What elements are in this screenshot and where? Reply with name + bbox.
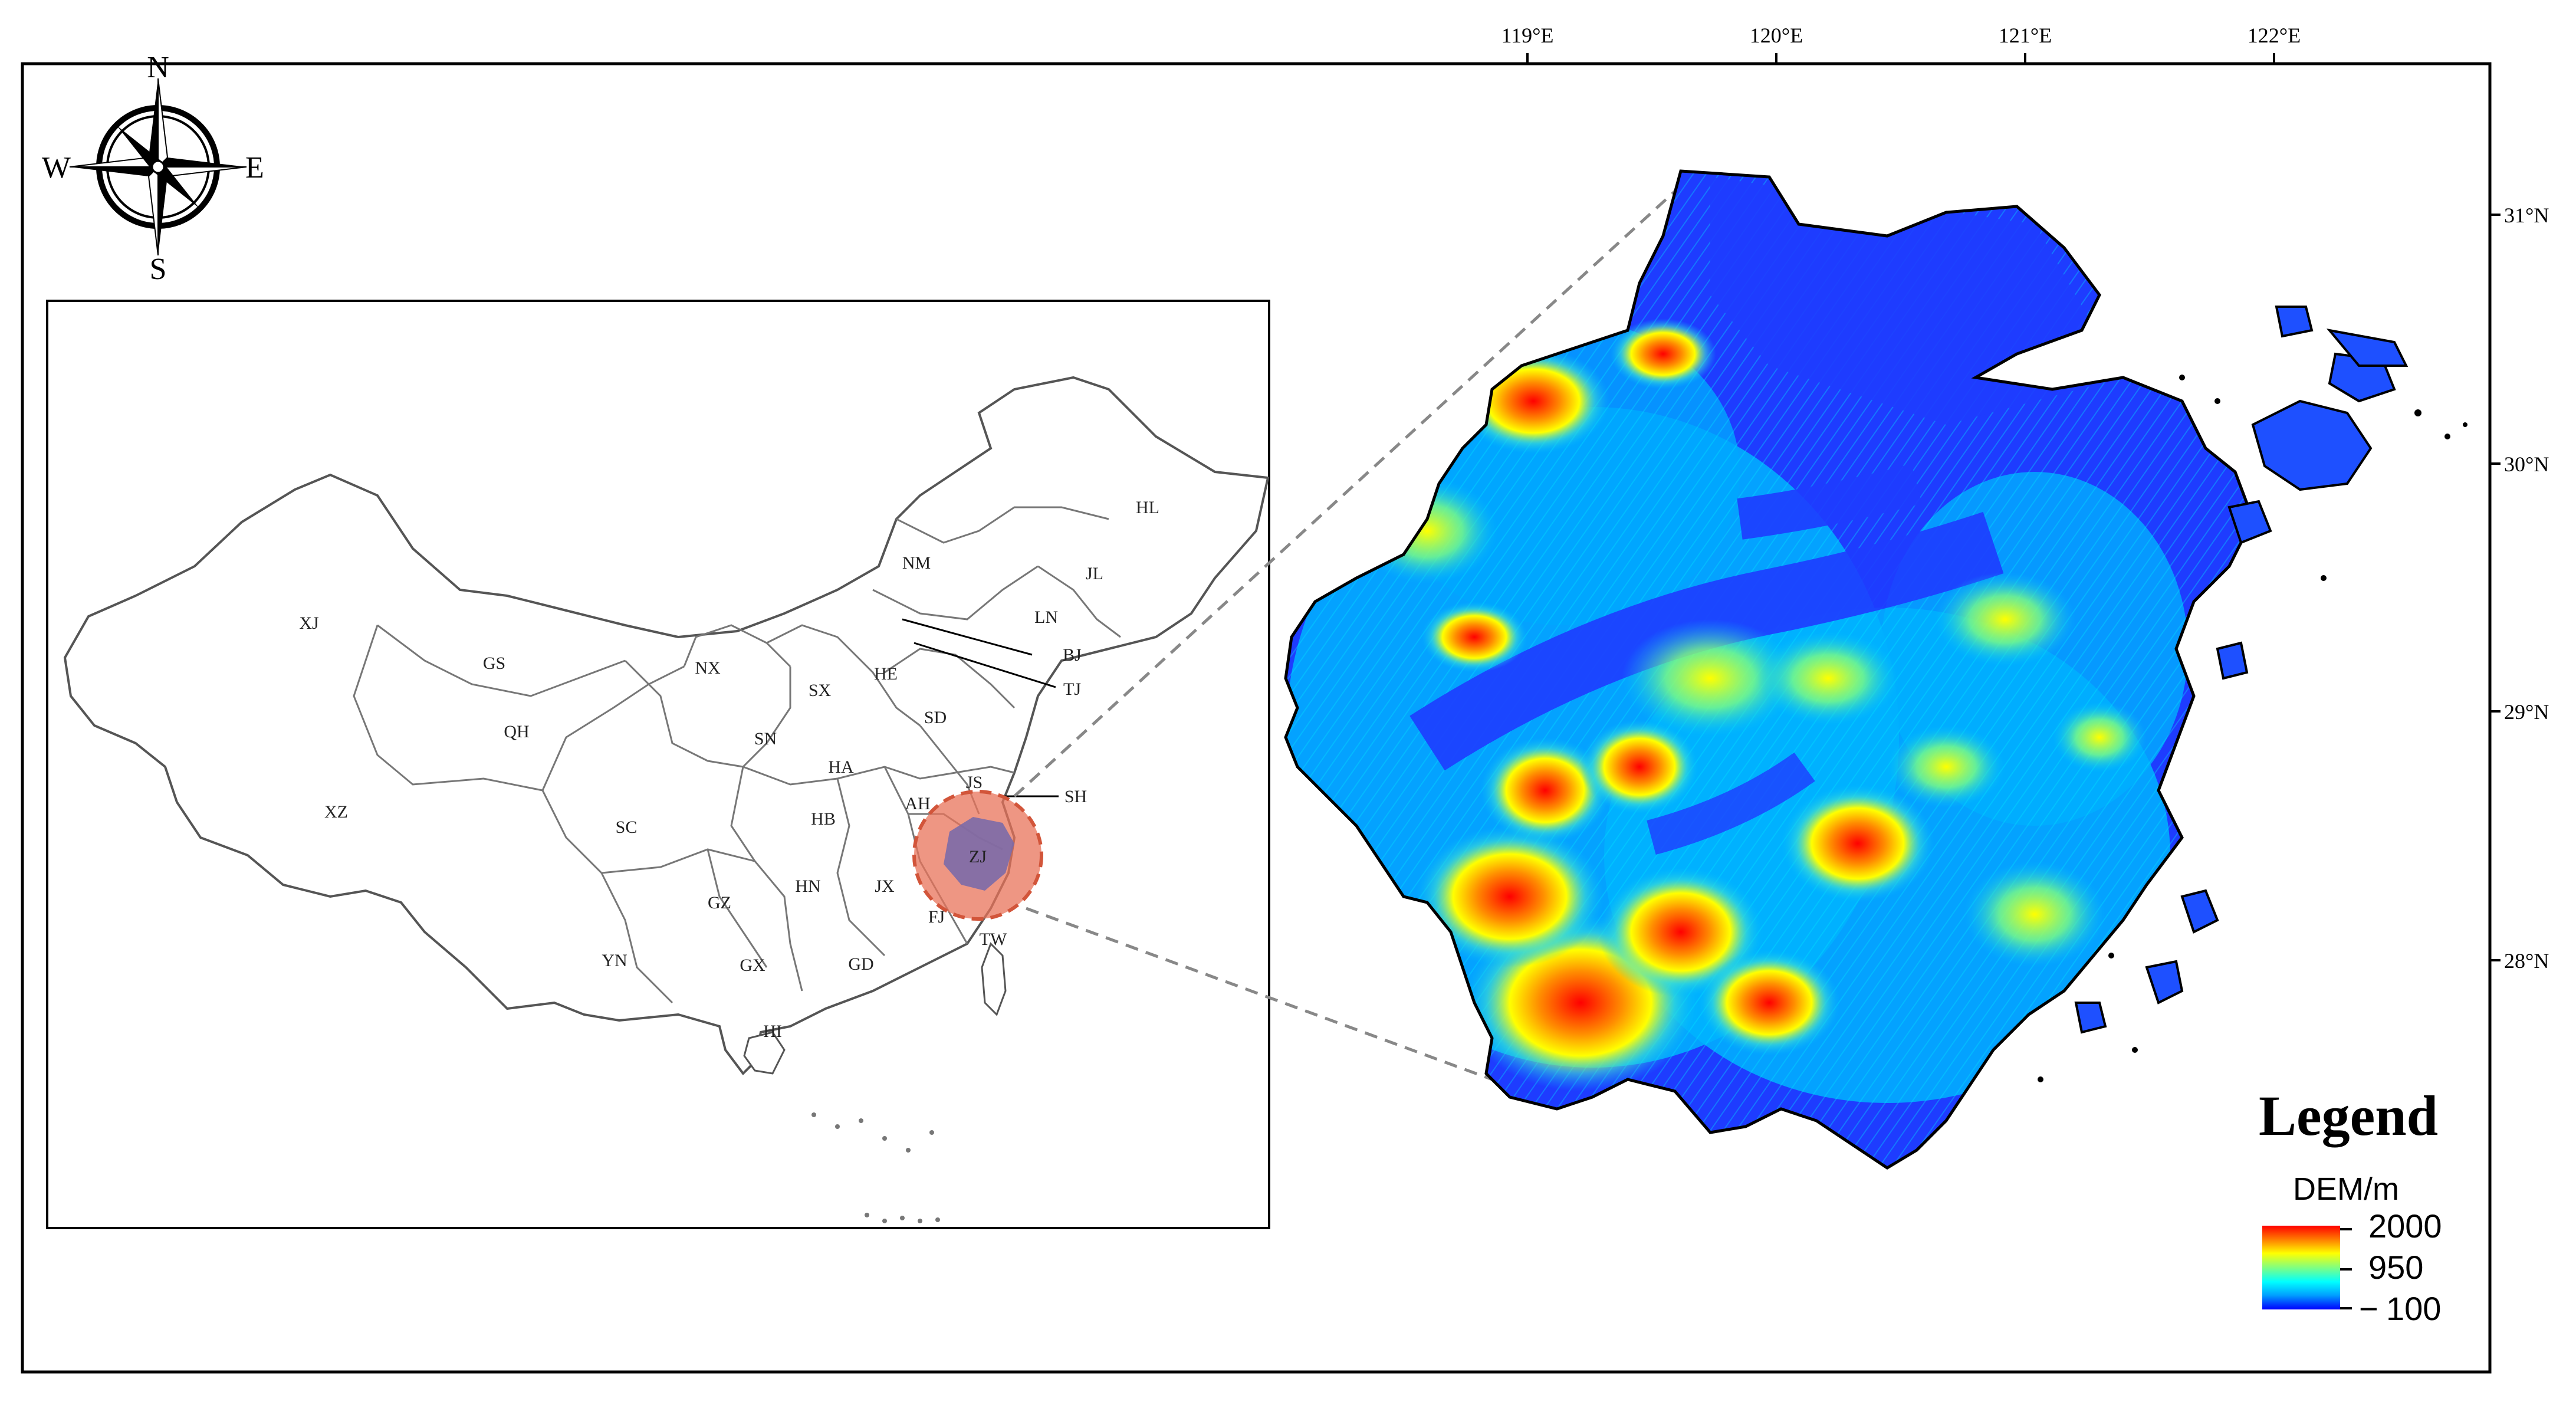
province-label-HA: HA (828, 757, 854, 777)
bj-leader-line (902, 618, 1033, 656)
province-boundaries (353, 506, 1121, 1004)
legend-mid-label: 950 (2368, 1249, 2423, 1286)
compass-north-label: N (147, 51, 169, 84)
province-label-TJ: TJ (1063, 679, 1081, 699)
province-label-JS: JS (966, 773, 983, 792)
compass-south-label: S (150, 252, 167, 286)
longitude-ticks: 119°E 120°E 121°E 122°E (1501, 24, 2301, 64)
south-china-sea-islands (811, 1112, 940, 1223)
longitude-label-119: 119°E (1501, 24, 1553, 47)
legend-subtitle: DEM/m (2293, 1171, 2399, 1207)
province-label-JX: JX (875, 877, 895, 896)
latitude-label-29: 29°N (2504, 700, 2549, 724)
longitude-label-121: 121°E (1999, 24, 2052, 47)
province-label-TW: TW (980, 930, 1007, 949)
latitude-ticks: 31°N 30°N 29°N 28°N (2490, 203, 2549, 973)
province-label-XZ: XZ (324, 802, 348, 822)
zhejiang-outline (1284, 169, 2255, 1170)
province-label-SH: SH (1064, 787, 1087, 806)
legend-title: Legend (2259, 1084, 2438, 1147)
province-labels: HL JL LN NM BJ TJ XJ GS NX SX HE SD QH S… (299, 498, 1159, 1041)
legend-min-label: 100 (2386, 1290, 2441, 1327)
hainan-island (743, 1031, 786, 1075)
compass-east-label: E (245, 151, 264, 185)
province-label-AH: AH (905, 794, 930, 813)
legend-color-bar (2262, 1226, 2340, 1309)
taiwan-island (981, 942, 1007, 1016)
zj-province-shape (944, 817, 1014, 891)
compass-rose: N S E W (42, 51, 264, 286)
province-label-GZ: GZ (708, 893, 731, 912)
connector-line-bottom (1026, 907, 1493, 1081)
province-label-FJ: FJ (928, 907, 945, 927)
latitude-label-28: 28°N (2504, 949, 2549, 973)
province-label-NM: NM (902, 553, 931, 573)
small-islets (2038, 375, 2467, 1082)
tj-leader-line (914, 642, 1056, 688)
latitude-label-31: 31°N (2504, 203, 2549, 227)
province-label-ZJ: ZJ (969, 847, 987, 866)
province-label-SX: SX (809, 681, 832, 700)
province-label-HB: HB (811, 809, 836, 829)
compass-west-label: W (42, 151, 71, 185)
legend-max-label: 2000 (2368, 1207, 2442, 1245)
legend: Legend DEM/m 2000 950 − 100 (2259, 1084, 2442, 1327)
offshore-islands (2074, 306, 2409, 1034)
province-label-HN: HN (795, 877, 820, 896)
province-label-GX: GX (740, 956, 765, 975)
province-label-QH: QH (504, 722, 529, 741)
longitude-label-122: 122°E (2248, 24, 2301, 47)
province-label-BJ: BJ (1063, 645, 1082, 665)
province-label-SN: SN (754, 729, 777, 749)
province-label-XJ: XJ (299, 613, 319, 633)
province-label-HE: HE (874, 664, 898, 684)
province-label-NX: NX (695, 658, 721, 678)
province-label-JL: JL (1086, 564, 1103, 583)
longitude-label-120: 120°E (1750, 24, 1803, 47)
province-label-HI: HI (763, 1022, 782, 1041)
province-label-SC: SC (616, 818, 638, 837)
province-label-HL: HL (1136, 498, 1159, 517)
province-label-LN: LN (1034, 608, 1058, 627)
legend-min-prefix: − (2359, 1290, 2378, 1327)
connector-line-top (1013, 179, 1688, 797)
province-label-YN: YN (602, 951, 627, 970)
latitude-label-30: 30°N (2504, 452, 2549, 476)
china-inset: HL JL LN NM BJ TJ XJ GS NX SX HE SD QH S… (46, 300, 1270, 1229)
province-label-GS: GS (483, 654, 505, 673)
province-label-SD: SD (924, 708, 947, 727)
province-label-GD: GD (848, 954, 873, 974)
